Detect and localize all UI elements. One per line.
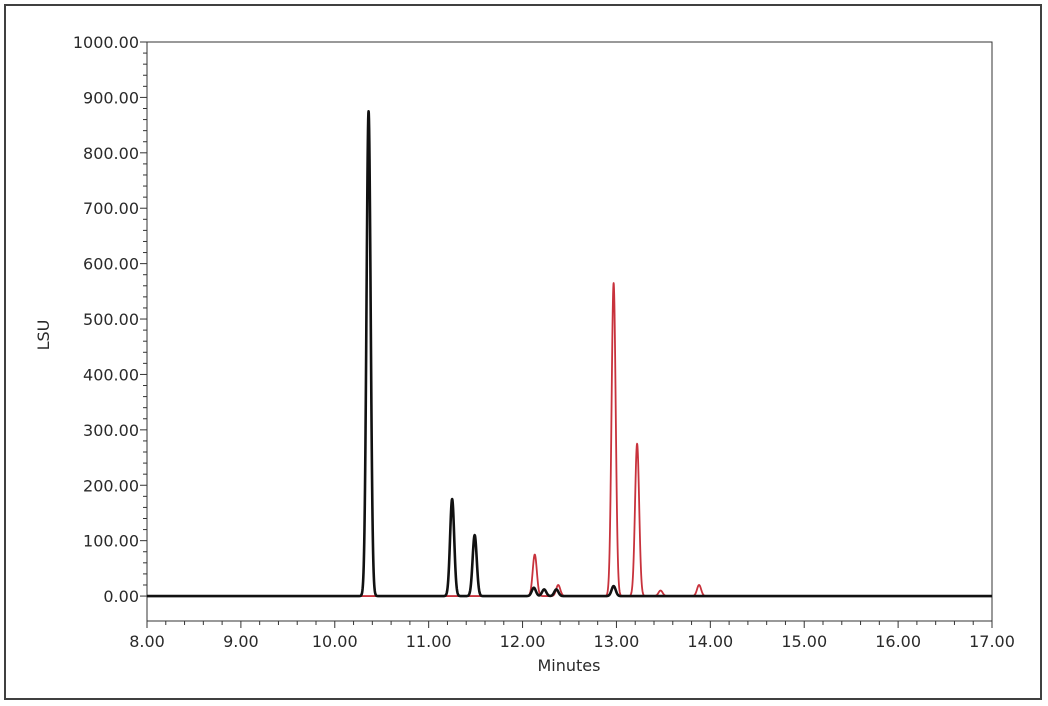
x-axis-ticks: 8.00 9.00 10.00 11.00 12.00 13.00 14.00 15.00 16…: [129, 621, 1015, 651]
x-tick-label: 11.00: [406, 632, 452, 651]
y-tick-label: 700.00: [83, 199, 139, 218]
series-trace-2: [145, 109, 994, 598]
x-tick-label: 13.00: [594, 632, 640, 651]
plot-area: [146, 41, 993, 622]
x-tick-label: 16.00: [875, 632, 921, 651]
chart-frame: 0.00 100.00 200.00 300.00 400.00 500.00 600.00…: [4, 4, 1042, 700]
x-tick-label: 15.00: [781, 632, 827, 651]
y-tick-label: 200.00: [83, 476, 139, 495]
y-tick-label: 300.00: [83, 421, 139, 440]
x-tick-label: 17.00: [969, 632, 1015, 651]
y-tick-label: 500.00: [83, 310, 139, 329]
y-tick-label: 800.00: [83, 144, 139, 163]
y-tick-label: 0.00: [103, 587, 139, 606]
y-axis-ticks: 0.00 100.00 200.00 300.00 400.00 500.00 600.00…: [73, 33, 147, 606]
y-tick-label: 600.00: [83, 255, 139, 274]
x-tick-label: 14.00: [687, 632, 733, 651]
x-tick-label: 8.00: [129, 632, 165, 651]
x-axis-label: Minutes: [538, 656, 601, 675]
y-tick-label: 1000.00: [73, 33, 139, 52]
y-axis-label: LSU: [34, 320, 53, 351]
series-trace-1: [146, 282, 993, 597]
y-tick-label: 900.00: [83, 88, 139, 107]
y-tick-label: 400.00: [83, 365, 139, 384]
series-layer: [145, 109, 994, 598]
chromatogram-chart: 0.00 100.00 200.00 300.00 400.00 500.00 600.00…: [34, 33, 1015, 675]
x-tick-label: 12.00: [500, 632, 546, 651]
x-tick-label: 10.00: [312, 632, 358, 651]
y-tick-label: 100.00: [83, 532, 139, 551]
x-tick-label: 9.00: [223, 632, 259, 651]
